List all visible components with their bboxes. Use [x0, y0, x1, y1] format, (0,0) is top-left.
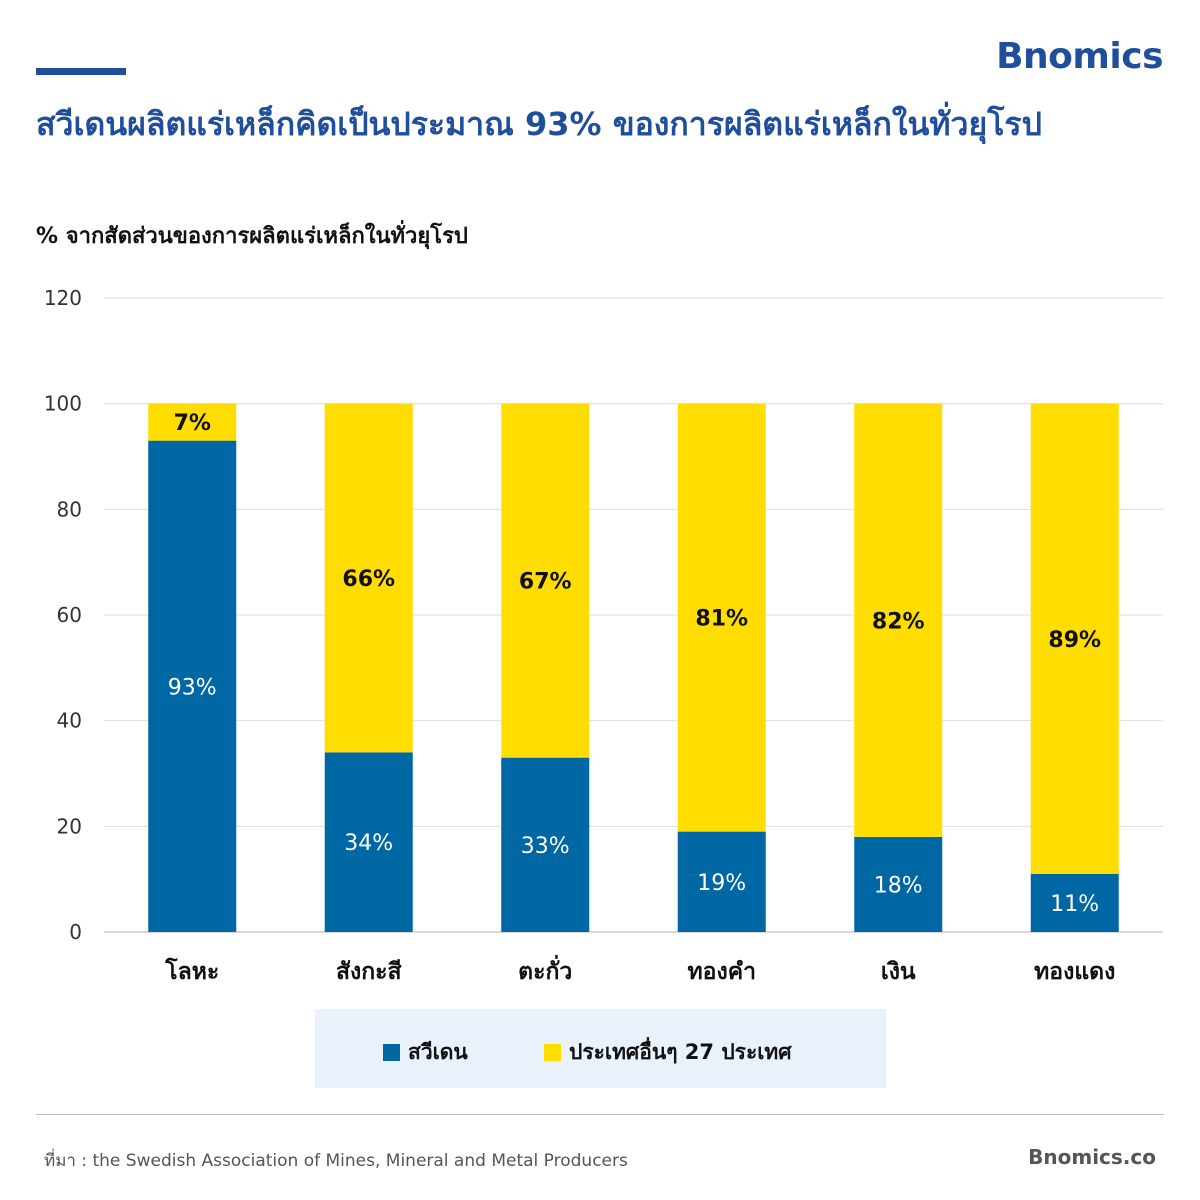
bar-segment [324, 752, 413, 932]
bar-segment [148, 403, 237, 441]
x-tick-label: ตะกั่ว [518, 954, 572, 985]
bar-segment [1030, 403, 1119, 874]
data-label: 66% [342, 567, 395, 592]
y-tick-label: 20 [57, 814, 82, 838]
data-label: 19% [697, 871, 746, 896]
brand-logo: Bnomics [996, 36, 1163, 77]
x-tick-label: โลหะ [164, 957, 219, 985]
bar-segment [501, 403, 590, 758]
bar-segment [501, 757, 590, 932]
source-note: ที่มา : the Swedish Association of Mines… [44, 1151, 628, 1171]
footer-divider [36, 1114, 1164, 1115]
data-label: 7% [174, 411, 211, 436]
chart-legend: สวีเดน ประเทศอื่นๆ 27 ประเทศ [315, 1009, 886, 1088]
data-label: 11% [1050, 892, 1099, 917]
bar-segment [854, 403, 943, 837]
chart-subtitle: % จากสัดส่วนของการผลิตแร่เหล็กในทั่วยุโร… [36, 224, 468, 249]
data-label: 93% [168, 675, 217, 700]
y-tick-label: 40 [57, 709, 82, 733]
bar-segment [1030, 873, 1119, 932]
y-tick-label: 120 [44, 286, 82, 310]
y-tick-label: 100 [44, 392, 82, 416]
chart-title: สวีเดนผลิตแร่เหล็กคิดเป็นประมาณ 93% ของก… [36, 105, 1042, 143]
y-tick-label: 60 [57, 603, 82, 627]
site-url: Bnomics.co [1028, 1145, 1156, 1169]
bar-segment [148, 440, 237, 932]
data-label: 82% [872, 609, 925, 634]
x-tick-label: สังกะสี [336, 959, 403, 985]
legend-item-other: ประเทศอื่นๆ 27 ประเทศ [544, 1036, 792, 1069]
bar-segment [854, 836, 943, 932]
legend-item-sweden: สวีเดน [383, 1036, 468, 1069]
legend-swatch-other [544, 1044, 561, 1061]
data-label: 67% [519, 570, 572, 595]
legend-swatch-sweden [383, 1044, 400, 1061]
y-tick-label: 0 [69, 920, 82, 944]
data-label: 33% [521, 834, 570, 859]
data-label: 81% [695, 607, 748, 632]
data-label: 89% [1048, 628, 1101, 653]
stacked-bar-chart: 0 20 40 60 80 100 120 93% 7% โลหะ 34% 66% สังกะสี 33%… [44, 286, 1163, 985]
y-tick-label: 80 [57, 497, 82, 521]
x-tick-label: ทองคำ [687, 959, 756, 985]
accent-bar [36, 68, 126, 75]
data-label: 34% [344, 831, 393, 856]
legend-label-other: ประเทศอื่นๆ 27 ประเทศ [569, 1040, 792, 1064]
x-tick-label: เงิน [881, 959, 916, 985]
bar-segment [324, 403, 413, 753]
data-label: 18% [874, 873, 923, 898]
legend-label-sweden: สวีเดน [408, 1040, 468, 1064]
bar-segment [677, 831, 766, 932]
x-tick-label: ทองแดง [1034, 959, 1115, 985]
bar-segment [677, 403, 766, 832]
